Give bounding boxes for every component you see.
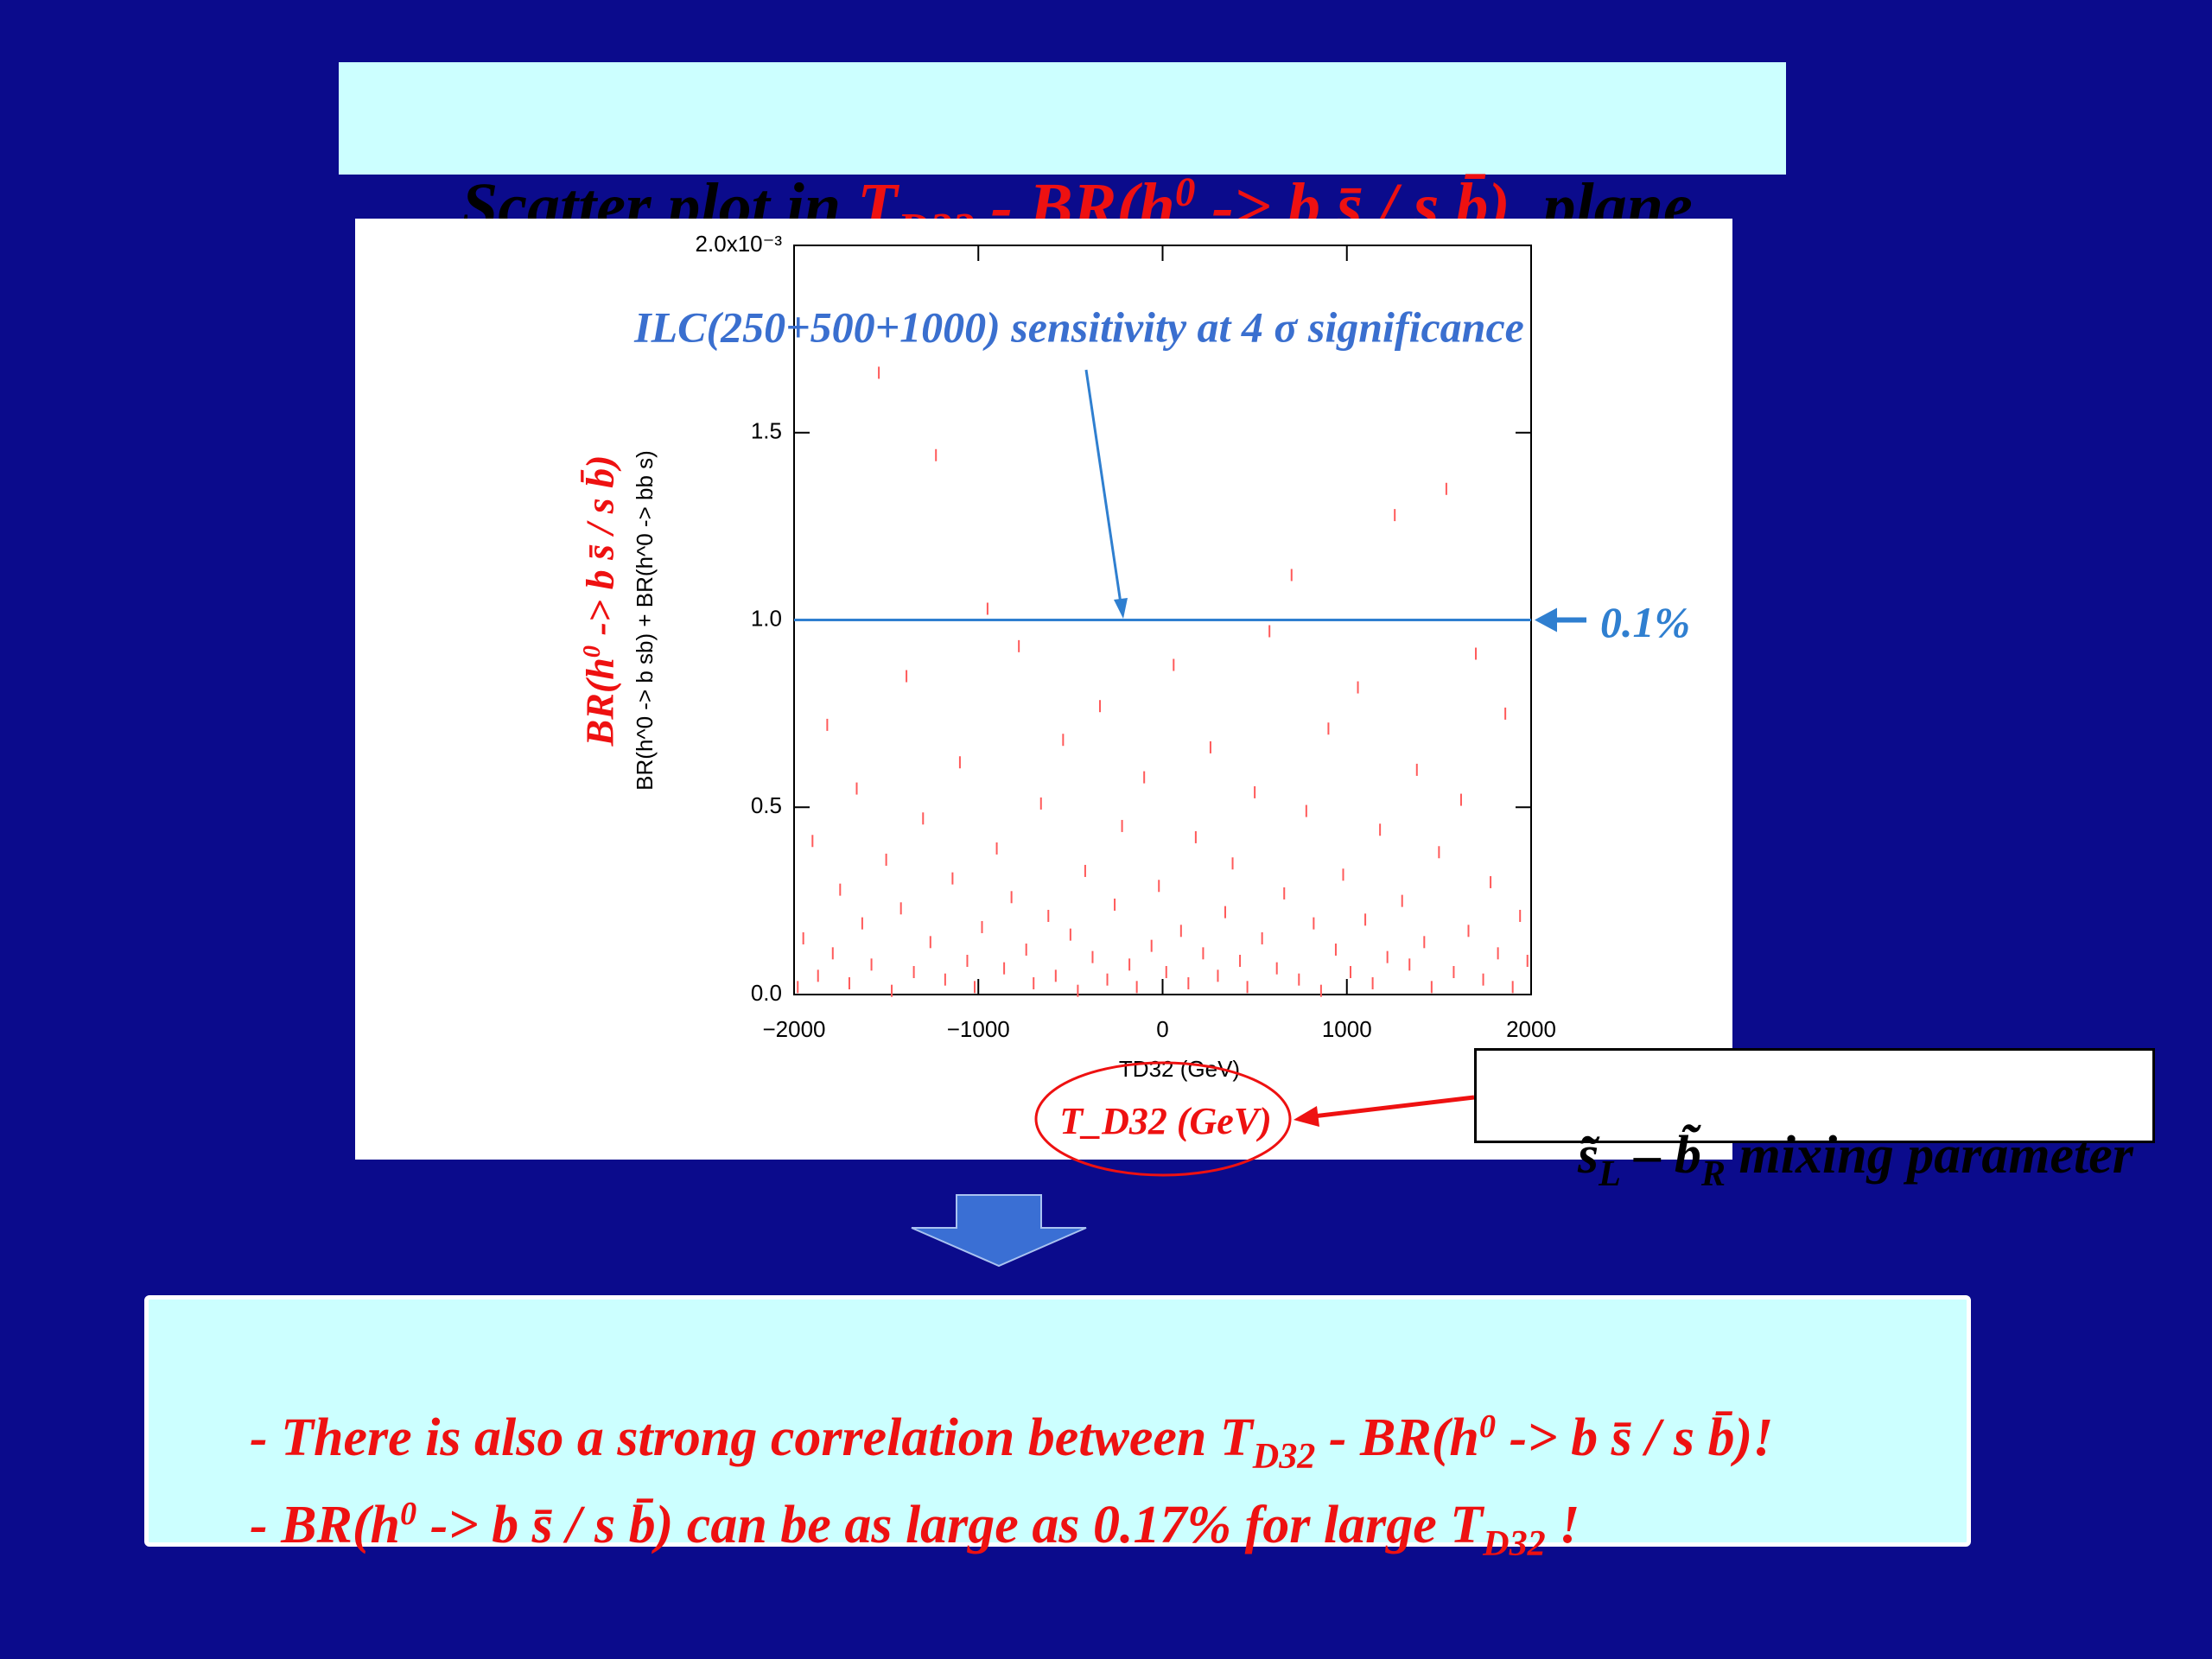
bullet-text: 0	[399, 1496, 417, 1532]
bullet-text: !	[1545, 1496, 1580, 1555]
x-tick-label: 2000	[1506, 1016, 1556, 1042]
overlay-y-text: -> b s̄ / s b̄)	[577, 454, 622, 645]
annotation-arrow	[1084, 369, 1123, 610]
y-tick-label: 1.0	[751, 605, 782, 631]
y-tick-label: 2.0x10⁻³	[696, 231, 783, 257]
chart-panel	[355, 219, 1732, 1160]
title-text: Scatter plot in	[461, 169, 858, 243]
bullet: - BR(h0 -> b s̄ / s b̄) can be as large …	[169, 1423, 1580, 1635]
title-text: 0	[1174, 170, 1196, 215]
bullet-text: T	[1450, 1496, 1484, 1555]
mixing-part: s̃	[1578, 1126, 1599, 1185]
bullet-text: 0	[1478, 1408, 1497, 1445]
x-tick-label: 0	[1156, 1016, 1168, 1042]
bullet-text: D32	[1483, 1522, 1546, 1564]
bullet-text: - BR(h	[1315, 1408, 1479, 1468]
pointer-arrowhead	[1294, 1106, 1319, 1127]
mixing-part: R	[1700, 1153, 1726, 1194]
bullet-text: - BR(h	[250, 1496, 400, 1555]
x-tick-label: 1000	[1322, 1016, 1372, 1042]
annotation: ILC(250+500+1000) sensitivity at 4 σ sig…	[633, 302, 1524, 351]
threshold-arrowhead	[1535, 607, 1557, 632]
bullet-text: T	[1219, 1408, 1253, 1468]
overlay-x-label: T_D32 (GeV)	[1059, 1100, 1272, 1142]
overlay-y-label: BR(h0 -> b s̄ / s b̄)	[531, 455, 669, 786]
mixing-box: s̃L – b̃R mixing parameter	[1474, 1048, 2155, 1194]
bullet: - There is also a strong correlation bet…	[169, 1336, 1773, 1548]
bullet-text: -> b s̄ / s b̄)!	[1496, 1408, 1774, 1468]
overlay-y-text: BR(h	[577, 658, 622, 747]
y-tick-label: 0.0	[751, 980, 782, 1006]
down-arrow	[911, 1194, 1087, 1268]
y-tick-label: 1.5	[751, 418, 782, 444]
highlight-ellipse	[1034, 1061, 1292, 1177]
x-tick-label: −2000	[762, 1016, 825, 1042]
mixing-part: L	[1599, 1153, 1621, 1194]
annotation-arrowhead	[1114, 598, 1128, 619]
x-tick-label: −1000	[947, 1016, 1010, 1042]
y-axis-label: BR(h^0 -> b sb) + BR(h^0 -> bb s)	[632, 450, 658, 791]
threshold-label: 0.1%	[1600, 598, 1690, 646]
bullet-text: - There is also a strong correlation bet…	[250, 1408, 1220, 1468]
bullet-text: -> b s̄ / s b̄) can be as large as 0.17%…	[416, 1496, 1451, 1555]
y-tick-label: 0.5	[751, 792, 782, 818]
mixing-text: s̃L – b̃R mixing parameter	[1497, 1065, 2133, 1265]
mixing-part: – b̃	[1620, 1126, 1701, 1185]
mixing-part: mixing parameter	[1726, 1126, 2133, 1185]
conclusion-box: - There is also a strong correlation bet…	[144, 1295, 1971, 1564]
pointer-arrow	[1313, 1095, 1475, 1119]
bullet-text: D32	[1252, 1435, 1316, 1477]
overlay-y-text: 0	[578, 645, 606, 658]
